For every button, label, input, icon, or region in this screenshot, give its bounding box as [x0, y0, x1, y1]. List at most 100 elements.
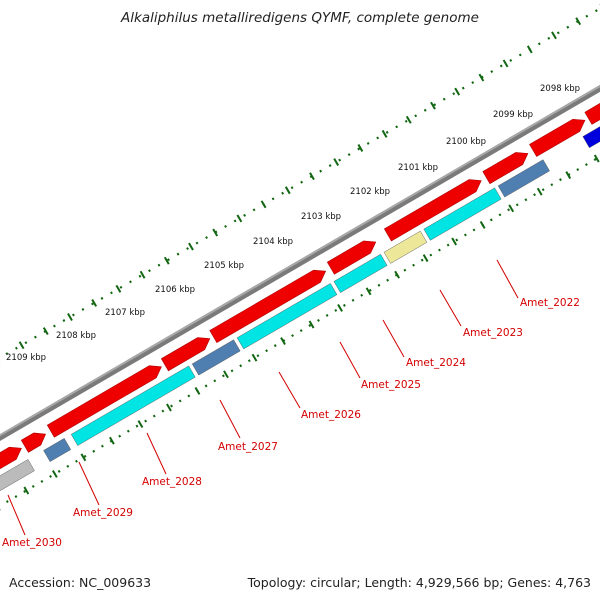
inner-ruler-dots [0, 58, 600, 544]
outer-ruler-tick [139, 270, 146, 279]
inner-ruler-tick [80, 453, 87, 462]
outer-ruler-tick [236, 214, 243, 223]
gene-label: Amet_2030 [2, 537, 62, 549]
outer-ruler-tick [91, 298, 98, 307]
forward-cds-arrow [482, 152, 529, 185]
reverse-cds-box [43, 438, 72, 462]
outer-ruler-tick [454, 87, 461, 96]
gene-leader-line [219, 399, 241, 439]
forward-cds-arrow [20, 432, 47, 453]
outer-ruler-tick [309, 172, 315, 181]
reverse-cds-box [497, 159, 550, 198]
inner-ruler-tick [593, 154, 600, 163]
outer-ruler-tick [260, 200, 267, 209]
inner-ruler-tick [451, 237, 458, 246]
inner-ruler-tick [51, 469, 58, 478]
outer-ruler-tick [478, 73, 485, 82]
inner-ruler-tick [479, 220, 486, 229]
genome-track-group [0, 0, 600, 544]
outer-ruler-tick [551, 31, 557, 40]
genome-summary-text: Topology: circular; Length: 4,929,566 bp… [247, 575, 591, 590]
inner-ruler-tick [280, 337, 286, 346]
outer-ruler-tick [188, 242, 194, 251]
backbone-highlight [0, 36, 600, 491]
reverse-cds-box [191, 339, 241, 376]
outer-ruler-tick [212, 228, 219, 237]
ruler-kbp-label: 2098 kbp [540, 84, 580, 94]
gene-leader-line [339, 341, 361, 379]
gene-label: Amet_2026 [301, 409, 361, 421]
outer-ruler-tick [67, 313, 73, 321]
forward-cds-arrow [209, 269, 327, 344]
outer-ruler-tick [502, 59, 509, 68]
inner-ruler-tick [337, 303, 343, 312]
outer-ruler-tick [115, 284, 122, 293]
ruler-kbp-label: 2104 kbp [253, 237, 293, 247]
outer-ruler-tick [526, 45, 533, 54]
reverse-cds-box [582, 111, 600, 149]
ruler-kbp-label: 2107 kbp [105, 308, 145, 318]
outer-ruler-tick [575, 17, 582, 26]
outer-ruler-dots [0, 0, 600, 433]
gene-label: Amet_2023 [463, 327, 523, 339]
forward-cds-arrow [584, 74, 600, 125]
forward-cds-arrow [0, 446, 22, 485]
outer-ruler-tick [18, 341, 25, 350]
outer-ruler-tick [42, 327, 49, 336]
gene-leader-line [7, 494, 26, 536]
reverse-cds-box [0, 459, 35, 502]
gene-label: Amet_2027 [218, 441, 278, 453]
outer-ruler-tick [284, 186, 291, 195]
gene-leader-line [496, 259, 519, 299]
inner-ruler-tick [394, 270, 400, 279]
reverse-cds-box [333, 253, 388, 293]
forward-cds-arrow [326, 240, 377, 275]
genome-backbone [0, 36, 600, 494]
ruler-kbp-label: 2101 kbp [398, 163, 438, 173]
forward-cds-arrow [529, 118, 586, 157]
outer-ruler-tick [163, 256, 170, 265]
reverse-cds-box [383, 230, 428, 264]
gene-label: Amet_2022 [520, 297, 580, 309]
outer-ruler-tick [381, 129, 388, 138]
gene-label: Amet_2029 [73, 507, 133, 519]
ruler-kbp-label: 2099 kbp [493, 110, 533, 120]
accession-text: Accession: NC_009633 [9, 575, 152, 590]
ruler-kbp-label: 2103 kbp [301, 212, 341, 222]
forward-cds-arrow [46, 365, 162, 438]
outer-ruler-tick [430, 101, 436, 110]
ruler-kbp-label: 2109 kbp [6, 353, 46, 363]
ruler-kbp-label: 2106 kbp [155, 285, 195, 295]
reverse-cds-box [423, 187, 502, 241]
outer-ruler-tick [333, 158, 340, 167]
gene-leader-line [439, 289, 462, 327]
gene-leader-line [146, 432, 167, 475]
gene-label: Amet_2024 [406, 357, 466, 369]
ruler-kbp-label: 2102 kbp [350, 187, 390, 197]
reverse-cds-box [236, 283, 338, 350]
gene-label: Amet_2025 [361, 379, 421, 391]
map-title: Alkaliphilus metalliredigens QYMF, compl… [121, 10, 479, 26]
inner-ruler-tick [536, 187, 543, 196]
ruler-kbp-label: 2105 kbp [204, 261, 244, 271]
inner-ruler-tick [508, 204, 515, 213]
inner-ruler-tick [223, 370, 229, 379]
inner-ruler-tick [166, 403, 172, 412]
outer-ruler-tick [357, 144, 364, 152]
inner-ruler-tick [194, 386, 201, 395]
inner-ruler-tick [137, 420, 144, 429]
gene-label: Amet_2028 [142, 476, 202, 488]
ruler-kbp-label: 2100 kbp [446, 137, 486, 147]
gene-leader-line [382, 319, 405, 358]
forward-cds-arrow [383, 179, 482, 242]
gene-leader-line [278, 371, 301, 409]
inner-ruler-tick [251, 353, 258, 362]
inner-ruler-tick [109, 436, 115, 445]
inner-ruler-tick [565, 171, 572, 180]
inner-ruler-tick [365, 287, 372, 296]
inner-ruler-tick [308, 320, 315, 329]
outer-ruler-tick [405, 115, 412, 124]
forward-cds-arrow [160, 337, 211, 372]
